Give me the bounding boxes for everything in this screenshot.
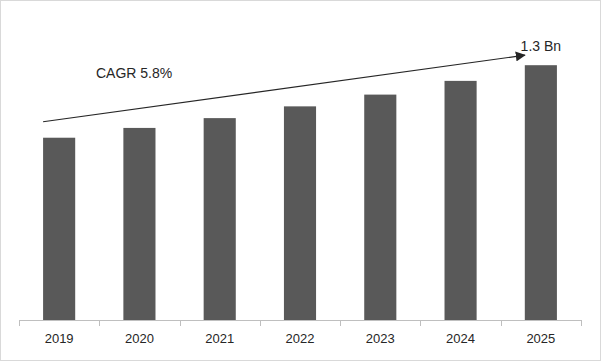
bar [284,106,316,320]
x-tick-separator [260,320,261,326]
cagr-arrow [43,55,525,122]
x-axis [19,320,581,321]
x-tick-separator [180,320,181,326]
bars [43,65,557,320]
x-tick-label: 2024 [446,331,475,346]
bar [445,81,477,320]
bar [43,138,75,320]
x-tick-separator [99,320,100,326]
x-tick-separator [19,320,20,326]
bar [525,65,557,320]
chart-container: 2019 2020 2021 2022 2023 2024 2025 CAGR 5.8% 1.3… [0,0,601,361]
x-tick-label: 2025 [526,331,555,346]
x-tick-separator [501,320,502,326]
x-tick-separator [581,320,582,326]
x-tick-label: 2023 [366,331,395,346]
chart-frame [1,1,601,361]
x-tick-label: 2021 [205,331,234,346]
bar [123,128,155,320]
chart-svg: 2019 2020 2021 2022 2023 2024 2025 CAGR 5.8% 1.3… [0,0,601,361]
bar [364,95,396,320]
annotation: 1.3 Bn [521,38,561,54]
x-tick-separator [340,320,341,326]
x-tick-label: 2020 [125,331,154,346]
x-tick-label: 2022 [286,331,315,346]
x-tick-label: 2019 [45,331,74,346]
x-tick-separator [420,320,421,326]
annotation: CAGR 5.8% [96,65,172,81]
bar [204,118,236,320]
